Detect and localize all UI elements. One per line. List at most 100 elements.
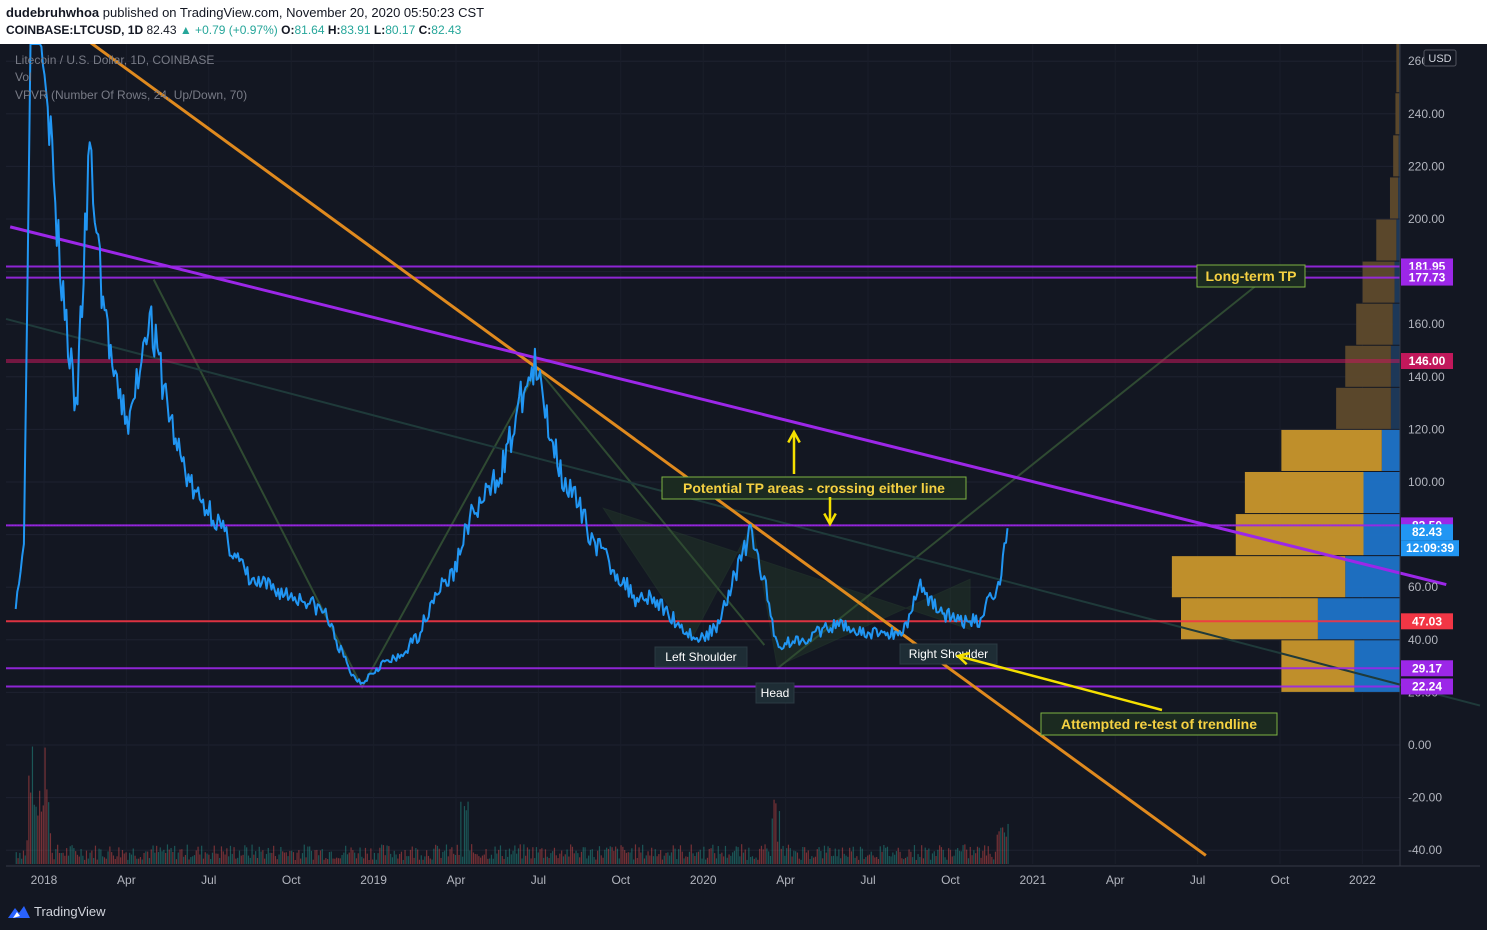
volume-bar bbox=[323, 859, 325, 864]
volume-bar bbox=[73, 848, 75, 864]
price-chart[interactable]: Long-term TP Potential TP areas - crossin… bbox=[0, 44, 1487, 896]
vpvr-down-bar bbox=[1317, 598, 1400, 640]
countdown-text: 12:09:39 bbox=[1406, 541, 1454, 555]
volume-bar bbox=[195, 850, 197, 864]
volume-bar bbox=[751, 856, 754, 864]
volume-bar bbox=[712, 844, 714, 864]
volume-bar bbox=[591, 849, 593, 864]
volume-bar bbox=[471, 844, 473, 864]
trendlines bbox=[9, 44, 1447, 857]
volume-bar bbox=[157, 852, 160, 864]
volume-bar bbox=[175, 859, 178, 864]
volume-bar bbox=[714, 853, 716, 864]
volume-bar bbox=[543, 857, 545, 864]
volume-bar bbox=[966, 849, 968, 864]
volume-bar bbox=[940, 847, 943, 864]
volume-bar bbox=[150, 849, 152, 864]
volume-bar bbox=[517, 848, 520, 864]
volume-bar bbox=[607, 848, 610, 864]
volume-bar bbox=[634, 844, 637, 864]
volume-bar bbox=[633, 859, 635, 864]
author-name[interactable]: dudebruhwhoa bbox=[6, 5, 100, 20]
volume-bar bbox=[580, 851, 583, 864]
volume-bar bbox=[544, 849, 547, 864]
volume-bar bbox=[512, 850, 514, 864]
volume-bar bbox=[521, 858, 523, 864]
vpvr-up-bar bbox=[1376, 219, 1397, 261]
volume-bar bbox=[874, 857, 876, 864]
volume-bar bbox=[615, 846, 617, 864]
volume-bar bbox=[183, 856, 185, 864]
tradingview-logo-icon[interactable] bbox=[8, 904, 30, 920]
tradingview-brand[interactable]: TradingView bbox=[34, 904, 106, 919]
volume-bar bbox=[327, 859, 329, 864]
volume-bar bbox=[287, 856, 289, 864]
volume-bar bbox=[566, 849, 568, 864]
x-tick-label: 2018 bbox=[31, 873, 58, 887]
volume-bar bbox=[213, 845, 215, 864]
level-label-box bbox=[1401, 269, 1453, 286]
volume-bar bbox=[39, 790, 41, 864]
volume-bar bbox=[922, 858, 925, 864]
volume-bar bbox=[337, 858, 340, 864]
volume-bar bbox=[384, 855, 386, 864]
volume-bar bbox=[676, 859, 678, 864]
volume-bar bbox=[386, 845, 388, 864]
volume-bar bbox=[516, 853, 518, 864]
volume-bar bbox=[109, 846, 111, 864]
volume-bar bbox=[588, 855, 590, 864]
volume-bar bbox=[26, 840, 28, 864]
volume-bar bbox=[539, 849, 541, 864]
vpvr-up-bar bbox=[1362, 261, 1395, 303]
volume-bar bbox=[863, 858, 865, 864]
publish-info: dudebruhwhoa published on TradingView.co… bbox=[6, 5, 484, 20]
volume-bar bbox=[465, 810, 467, 864]
volume-bar bbox=[739, 856, 741, 864]
x-tick-label: Apr bbox=[117, 873, 136, 887]
volume-bar bbox=[942, 849, 944, 864]
volume-bar bbox=[249, 857, 251, 864]
y-tick-label: -20.00 bbox=[1408, 791, 1442, 805]
volume-bar bbox=[156, 845, 158, 864]
level-label-box bbox=[1401, 660, 1453, 677]
volume-bar bbox=[724, 845, 727, 864]
symbol-name: COINBASE:LTCUSD, 1D bbox=[6, 23, 144, 37]
volume-bar bbox=[422, 859, 424, 864]
volume-bar bbox=[886, 846, 889, 864]
level-label-box bbox=[1401, 678, 1453, 695]
volume-bar bbox=[427, 855, 430, 864]
symbol-ohlc: COINBASE:LTCUSD, 1D 82.43 ▲ +0.79 (+0.97… bbox=[6, 23, 461, 37]
x-tick-label: 2021 bbox=[1019, 873, 1046, 887]
volume-bar bbox=[530, 858, 532, 864]
volume-bar bbox=[559, 853, 561, 864]
volume-bar bbox=[710, 848, 712, 864]
y-tick-label: 100.00 bbox=[1408, 475, 1445, 489]
volume-bar bbox=[766, 848, 768, 864]
volume-bar bbox=[789, 848, 791, 864]
x-tick-label: Jul bbox=[201, 873, 216, 887]
volume-bar bbox=[674, 848, 676, 864]
volume-bar bbox=[647, 851, 649, 864]
volume-bar bbox=[127, 859, 129, 864]
volume-bar bbox=[357, 853, 359, 864]
volume-bar bbox=[431, 859, 433, 864]
volume-bar bbox=[472, 852, 475, 864]
volume-bar bbox=[859, 846, 862, 864]
volume-bar bbox=[354, 852, 356, 864]
currency-label: USD bbox=[1428, 53, 1451, 65]
volume-bar bbox=[901, 858, 903, 864]
volume-bar bbox=[346, 854, 349, 864]
volume-bar bbox=[271, 852, 273, 864]
volume-bar bbox=[604, 849, 606, 864]
last-price: 82.43 bbox=[146, 23, 177, 37]
volume-bar bbox=[865, 857, 867, 864]
volume-bar bbox=[777, 841, 779, 864]
volume-bar bbox=[114, 858, 116, 864]
volume-bar bbox=[679, 845, 682, 864]
volume-bar bbox=[492, 858, 494, 864]
axes: -40.00-20.000.0020.0040.0060.0080.00100.… bbox=[6, 44, 1480, 887]
volume-bar bbox=[987, 846, 989, 864]
volume-bar bbox=[885, 847, 887, 864]
volume-bar bbox=[577, 853, 579, 864]
volume-bar bbox=[449, 849, 451, 864]
